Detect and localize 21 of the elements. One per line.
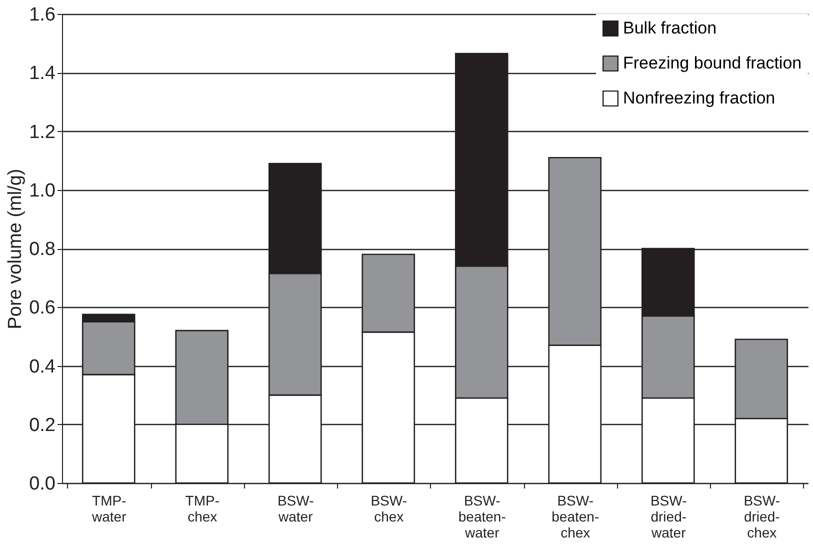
x-tick-label: BSW-chex	[370, 492, 408, 524]
y-tick-label: 1.2	[29, 122, 56, 143]
y-tick-label: 0.6	[29, 298, 56, 319]
y-tick-label: 1.6	[29, 4, 56, 26]
x-tick-label: BSW-dried-chex	[744, 492, 780, 540]
y-tick-label: 0.0	[29, 474, 56, 494]
x-tick-label: BSW-beaten-water	[458, 492, 506, 540]
legend-label: Nonfreezing fraction	[623, 88, 776, 108]
legend-label: Bulk fraction	[623, 18, 717, 38]
legend-label: Freezing bound fraction	[623, 54, 802, 72]
y-axis-title: Pore volume (ml/g)	[5, 168, 26, 330]
x-tick-label: BSW-beaten-chex	[552, 492, 600, 540]
y-tick-label: 0.8	[29, 239, 56, 260]
y-tick-label: 1.0	[29, 180, 56, 202]
y-tick-label: 1.4	[29, 63, 56, 84]
x-tick-label: BSW-dried-water	[650, 492, 688, 540]
x-tick-label: TMP-water	[91, 492, 127, 524]
x-tick-label: TMP-chex	[185, 492, 220, 524]
x-tick-label: BSW-water	[277, 492, 314, 524]
y-tick-label: 0.4	[29, 356, 56, 378]
y-tick-label: 0.2	[29, 414, 56, 436]
